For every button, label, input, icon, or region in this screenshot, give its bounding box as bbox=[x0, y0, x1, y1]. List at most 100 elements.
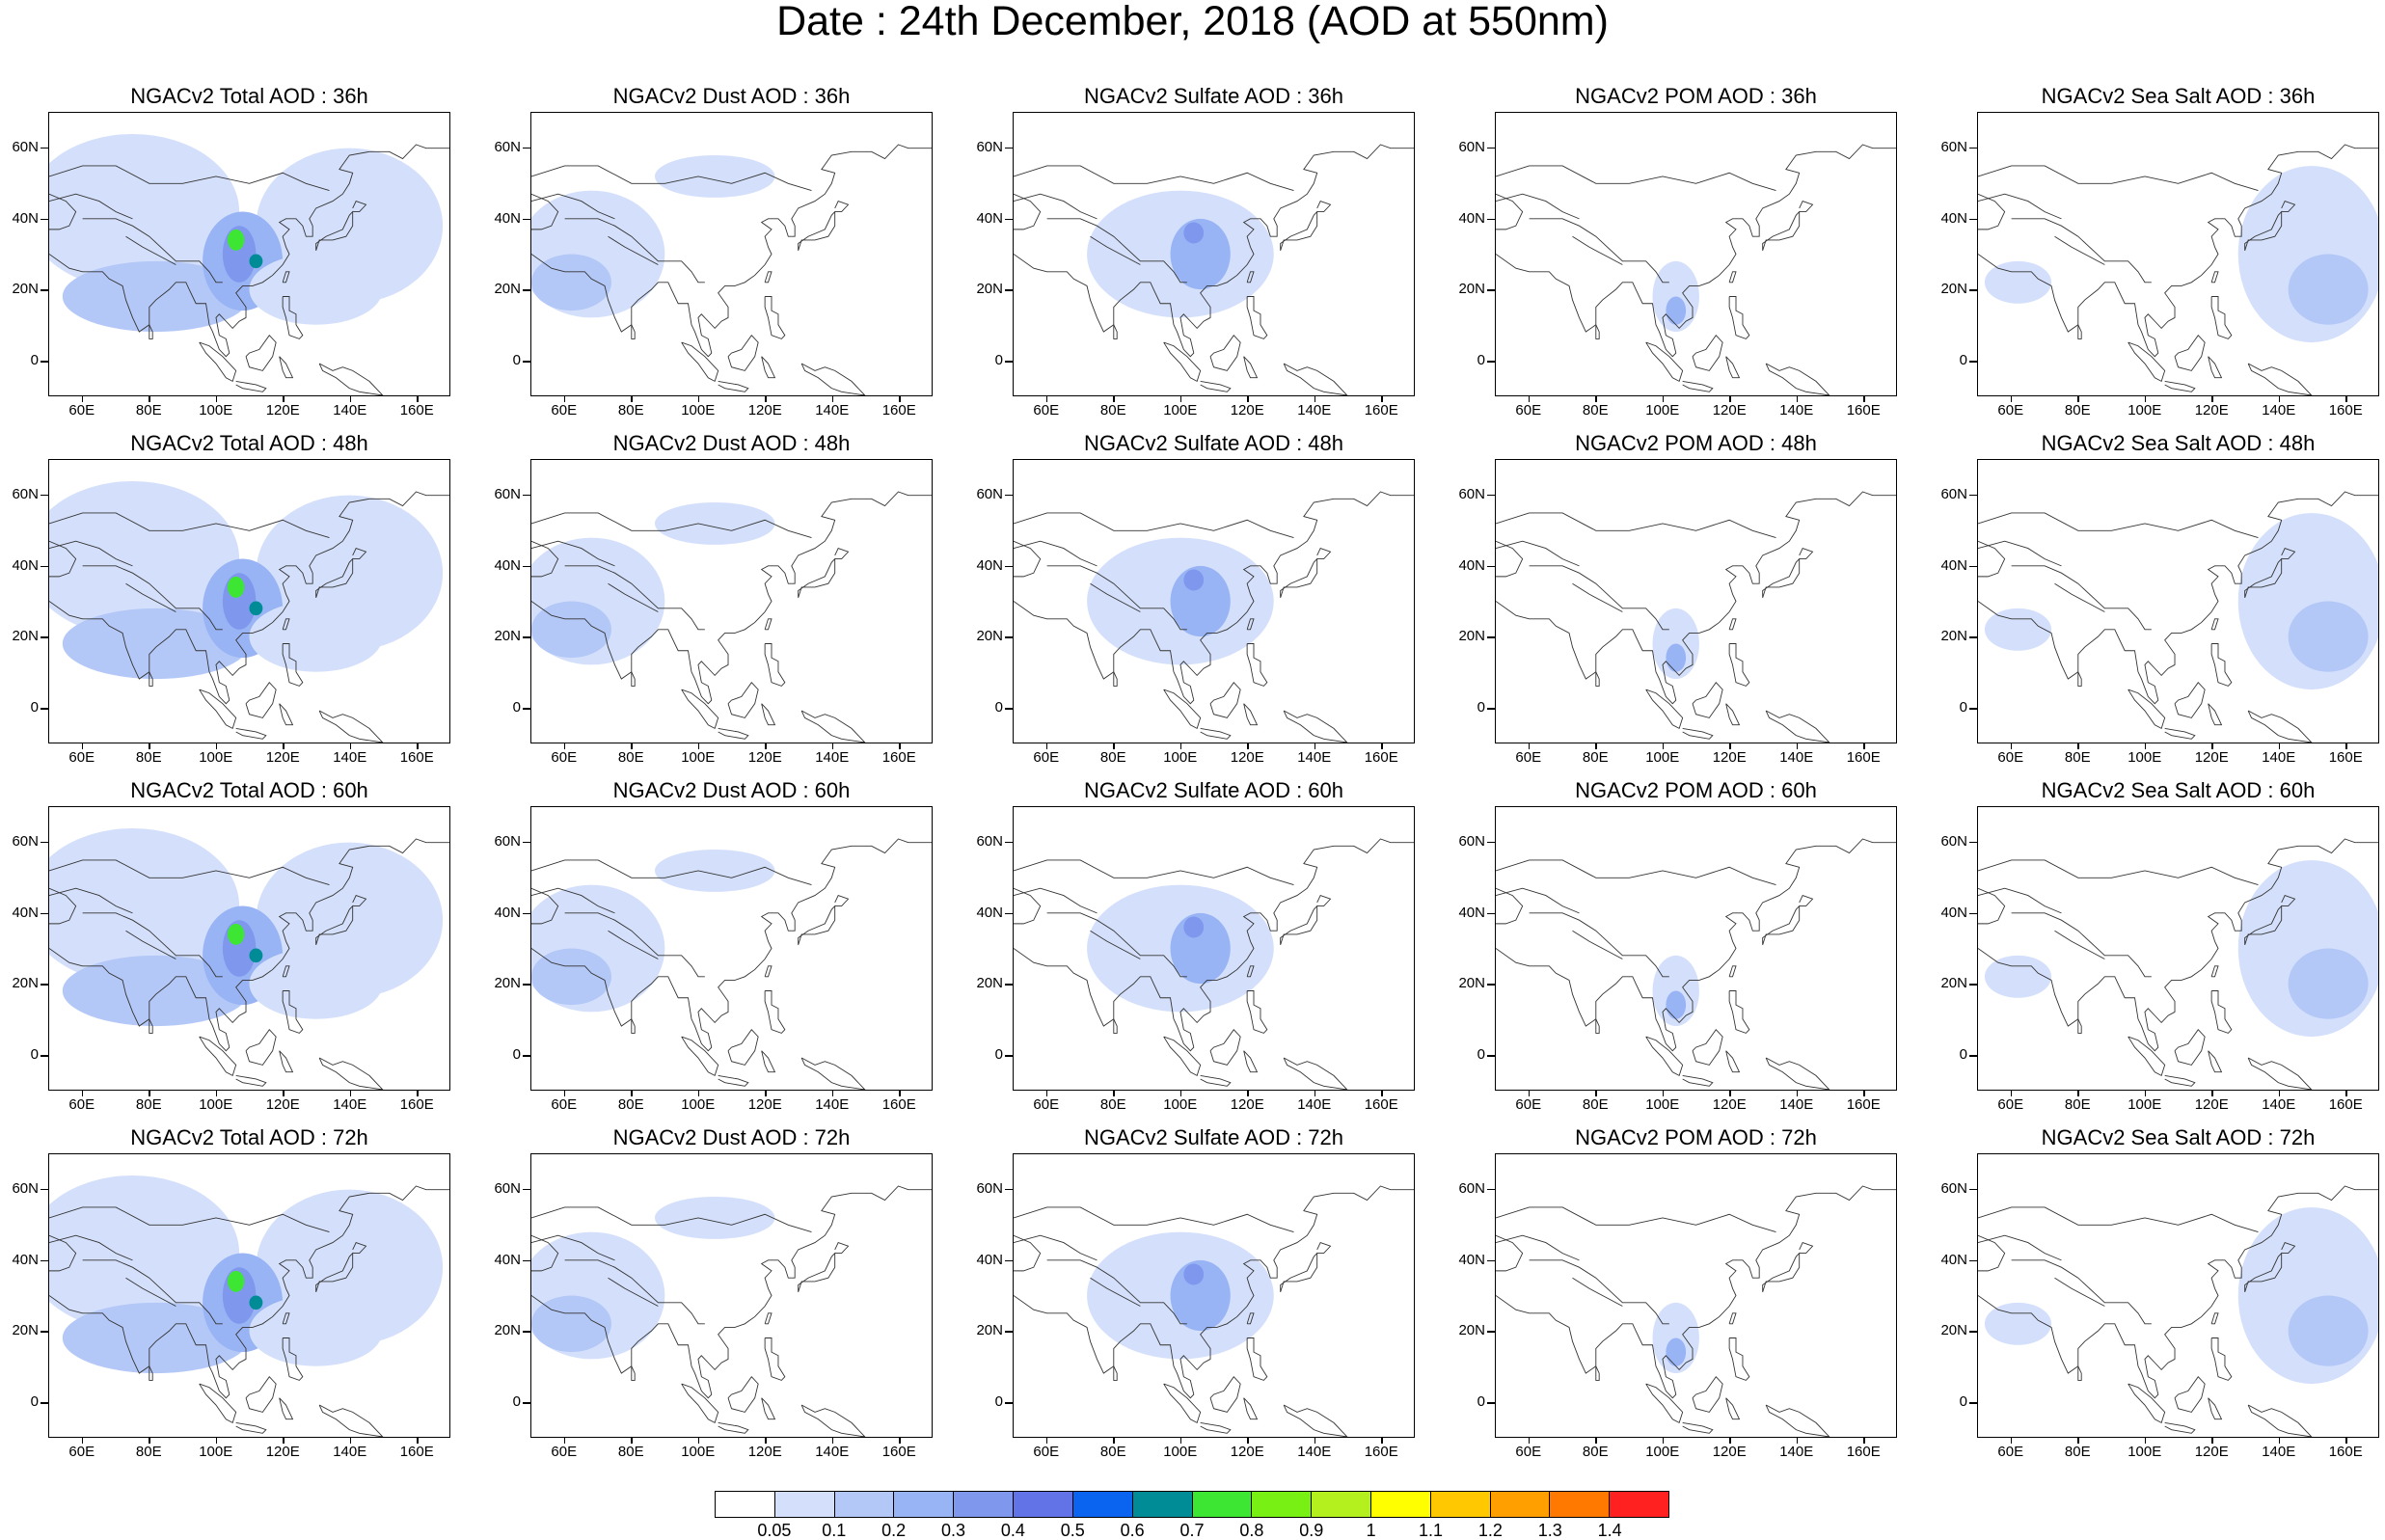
lon-tick-label: 160E bbox=[1364, 402, 1398, 419]
lat-tick bbox=[1005, 218, 1013, 221]
lon-tick bbox=[2144, 743, 2147, 749]
coastline bbox=[798, 1252, 836, 1292]
coastline bbox=[1762, 557, 1801, 598]
lat-tick-label: 60N bbox=[12, 1179, 39, 1197]
map-plot-area bbox=[1013, 112, 1415, 396]
lon-tick bbox=[2345, 1438, 2347, 1444]
lon-tick-label: 60E bbox=[1997, 1444, 2024, 1460]
lon-tick-label: 80E bbox=[1582, 1444, 1609, 1460]
lat-tick bbox=[41, 1055, 48, 1057]
coastline bbox=[282, 618, 290, 631]
lon-tick-label: 100E bbox=[1645, 1096, 1680, 1113]
lat-tick-label: 40N bbox=[1458, 209, 1485, 227]
lat-tick-label: 60N bbox=[494, 138, 521, 155]
coastline bbox=[1645, 689, 1684, 730]
lon-tick-label: 80E bbox=[1582, 1096, 1609, 1113]
lon-tick-label: 140E bbox=[1297, 1444, 1332, 1460]
coastline bbox=[1200, 727, 1232, 740]
lon-tick bbox=[563, 1438, 566, 1444]
lon-tick-label: 100E bbox=[2128, 1444, 2162, 1460]
lon-tick-label: 100E bbox=[681, 749, 716, 766]
aod-map bbox=[1978, 1185, 2378, 1437]
panel-title: NGACv2 Sea Salt AOD : 48h bbox=[2041, 431, 2316, 455]
coastline bbox=[764, 643, 786, 687]
colorbar-swatch bbox=[954, 1492, 1015, 1517]
lat-tick-label: 60N bbox=[976, 832, 1003, 850]
lon-tick-label: 120E bbox=[265, 1096, 300, 1113]
lat-tick bbox=[1487, 841, 1495, 844]
aod-contour bbox=[654, 1196, 775, 1239]
lon-tick bbox=[831, 1438, 834, 1444]
coastline bbox=[1978, 1206, 2259, 1232]
aod-map bbox=[531, 1185, 932, 1437]
lon-tick bbox=[2077, 396, 2079, 402]
lat-tick-label: 60N bbox=[1458, 138, 1485, 155]
lon-tick-label: 80E bbox=[1582, 402, 1609, 419]
coastline bbox=[1014, 1234, 1098, 1261]
coastline bbox=[2077, 1365, 2082, 1381]
coastline bbox=[1496, 887, 1524, 925]
coastline bbox=[1978, 193, 2006, 230]
coastline bbox=[2164, 1074, 2196, 1087]
coastline bbox=[1496, 1185, 1896, 1399]
lon-tick bbox=[1045, 1091, 1048, 1096]
coastline bbox=[2011, 1259, 2152, 1325]
lon-tick bbox=[563, 396, 566, 402]
coastline bbox=[352, 548, 367, 560]
lon-tick-label: 140E bbox=[333, 1444, 367, 1460]
lon-tick bbox=[2144, 1438, 2147, 1444]
coastline bbox=[2208, 1050, 2223, 1073]
colorbar-label: 0.7 bbox=[1179, 1521, 1205, 1540]
coastline bbox=[1113, 671, 1118, 687]
coastline bbox=[2244, 905, 2283, 945]
coastline bbox=[2281, 895, 2296, 907]
coastline bbox=[1728, 965, 1737, 978]
coastline bbox=[2128, 1383, 2166, 1424]
lon-tick-label: 160E bbox=[1846, 749, 1881, 766]
coastline bbox=[2244, 210, 2283, 251]
coastline bbox=[1246, 1312, 1255, 1325]
coastline bbox=[1163, 341, 1202, 383]
coastline bbox=[1316, 548, 1332, 560]
lat-tick bbox=[1487, 636, 1495, 638]
lon-tick-label: 60E bbox=[1515, 402, 1542, 419]
lon-tick-label: 80E bbox=[2064, 402, 2091, 419]
lat-tick bbox=[41, 1259, 48, 1262]
lon-tick bbox=[2345, 1091, 2347, 1096]
coastline bbox=[1725, 1397, 1741, 1420]
coastline bbox=[531, 512, 812, 538]
lon-tick-label: 100E bbox=[1645, 1444, 1680, 1460]
map-panel: NGACv2 Total AOD : 72h 60N 40N 20N 0 60E 80E 10… bbox=[6, 1126, 488, 1473]
lon-tick bbox=[1796, 396, 1799, 402]
coastline bbox=[798, 905, 836, 945]
coastline bbox=[800, 710, 866, 743]
lon-tick-label: 160E bbox=[1846, 402, 1881, 419]
coastline bbox=[1163, 1383, 1202, 1424]
coastline bbox=[1645, 1036, 1684, 1077]
lat-tick-label: 40N bbox=[12, 209, 39, 227]
lon-tick bbox=[417, 1091, 419, 1096]
coastline bbox=[531, 165, 812, 191]
lat-tick-label: 0 bbox=[994, 699, 1003, 716]
lat-tick-label: 60N bbox=[1458, 1179, 1485, 1197]
aod-contour bbox=[1666, 643, 1687, 672]
aod-contour bbox=[249, 601, 263, 616]
lon-tick-label: 160E bbox=[1846, 1096, 1881, 1113]
coastline bbox=[531, 887, 559, 925]
lon-tick-label: 100E bbox=[1163, 1444, 1198, 1460]
coastline bbox=[318, 710, 384, 743]
lon-tick-label: 160E bbox=[881, 1096, 916, 1113]
coastline bbox=[1246, 1337, 1268, 1381]
lon-tick-label: 160E bbox=[1364, 1096, 1398, 1113]
lon-tick bbox=[1113, 743, 1115, 749]
lat-tick bbox=[1969, 218, 1977, 221]
lat-tick bbox=[1005, 1402, 1013, 1404]
lat-tick bbox=[523, 1259, 530, 1262]
lat-tick bbox=[1487, 494, 1495, 497]
coastline bbox=[761, 1397, 776, 1420]
lon-tick-label: 140E bbox=[2262, 1096, 2296, 1113]
coastline bbox=[2247, 1404, 2313, 1437]
lon-tick bbox=[1595, 1091, 1597, 1096]
lon-tick-label: 140E bbox=[815, 1444, 850, 1460]
lon-tick-label: 160E bbox=[881, 749, 916, 766]
